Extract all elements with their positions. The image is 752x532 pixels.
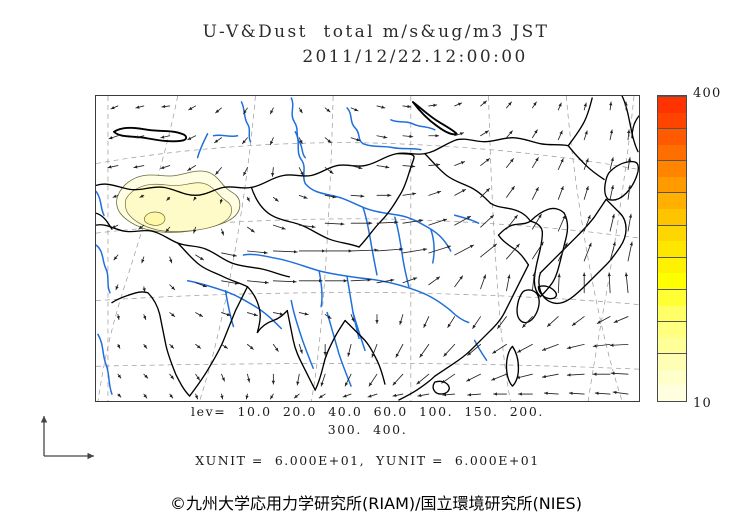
graticule-lines	[96, 96, 639, 401]
contour-levels-line1: lev= 10.0 20.0 40.0 60.0 100. 150. 200.	[191, 404, 544, 419]
colorbar-min-label: 10	[693, 396, 712, 411]
colorbar-max-label: 400	[693, 86, 722, 101]
colorbar-band	[658, 160, 686, 177]
colorbar-band	[658, 144, 686, 161]
colorbar-band	[658, 241, 686, 257]
colorbar-band	[658, 273, 686, 289]
colorbar-band	[658, 353, 686, 370]
colorbar-band	[658, 256, 686, 274]
map-plot-area	[95, 95, 640, 402]
map-canvas	[96, 96, 639, 401]
colorbar-band	[658, 305, 686, 322]
river-network	[96, 97, 488, 395]
colorbar-container: 400 10	[657, 86, 720, 411]
colorbar-band	[658, 337, 686, 354]
chart-title-line1: U-V&Dust total m/s&ug/m3 JST	[202, 22, 550, 42]
coastline-and-borders	[96, 96, 639, 401]
contour-levels-line2: 300. 400.	[327, 422, 408, 437]
colorbar-band	[658, 209, 686, 225]
colorbar-band	[658, 192, 686, 210]
chart-title-line2: 2011/12/22.12:00:00	[302, 47, 528, 67]
colorbar-band	[658, 128, 686, 145]
vector-key-svg	[40, 416, 94, 460]
colorbar-band	[658, 224, 686, 242]
contour-levels-block: lev= 10.0 20.0 40.0 60.0 100. 150. 200. …	[95, 404, 640, 437]
colorbar-band	[658, 176, 686, 193]
copyright-credit: ©九州大学応用力学研究所(RIAM)/国立環境研究所(NIES)	[170, 494, 582, 513]
colorbar-band	[658, 288, 686, 306]
dust-contour-plume	[116, 170, 241, 233]
colorbar-band	[658, 112, 686, 129]
wind-vector-field	[107, 100, 633, 400]
colorbar-scale	[657, 95, 687, 402]
colorbar-band	[658, 96, 686, 113]
colorbar-band	[658, 321, 686, 338]
colorbar-band	[658, 369, 686, 386]
chart-title-block: U-V&Dust total m/s&ug/m3 JST 2011/12/22.…	[0, 22, 752, 67]
axis-units-line: XUNIT = 6.000E+01, YUNIT = 6.000E+01	[195, 453, 540, 468]
wind-vector-scale-key	[36, 408, 106, 463]
colorbar-band	[658, 385, 686, 401]
